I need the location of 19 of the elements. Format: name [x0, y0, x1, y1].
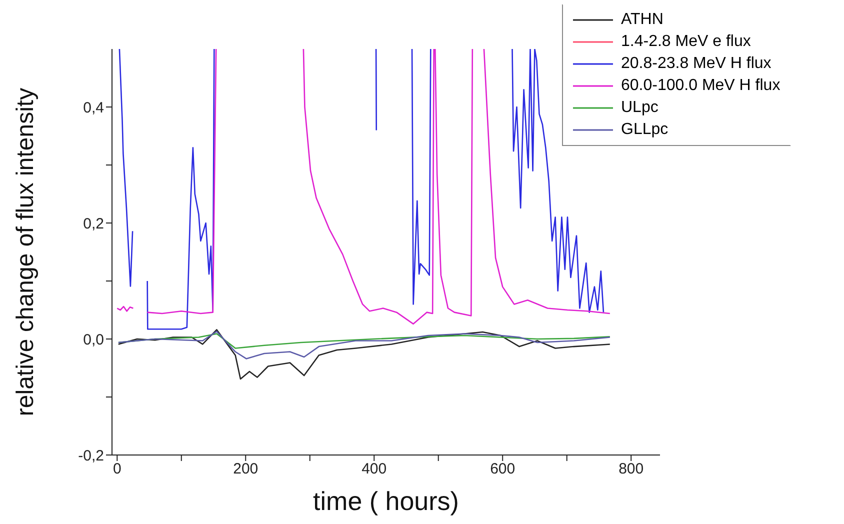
- line-series: [118, 330, 611, 360]
- x-tick-label: 600: [490, 460, 516, 478]
- legend-label: 60.0-100.0 MeV H flux: [621, 76, 780, 96]
- x-tick-label: 800: [618, 460, 644, 478]
- x-tick-label: 0: [112, 460, 122, 478]
- legend-label: GLLpc: [621, 120, 668, 140]
- legend-label: 1.4-2.8 MeV e flux: [621, 32, 751, 52]
- legend-label: ULpc: [621, 98, 658, 118]
- line-series: [118, 329, 611, 380]
- legend-label: ATHN: [621, 10, 664, 30]
- y-tick-label: -0,2: [78, 447, 104, 464]
- y-tick-label: 0,2: [83, 215, 104, 232]
- x-tick-label: 400: [362, 460, 387, 478]
- legend-label: 20.8-23.8 MeV H flux: [621, 54, 772, 74]
- y-axis-title: relative change of flux intensity: [12, 88, 40, 416]
- y-tick-label: 0,4: [83, 99, 104, 116]
- x-axis-title: time ( hours): [312, 486, 460, 517]
- y-tick-label: 0,0: [83, 331, 104, 348]
- x-tick-label: 200: [233, 460, 258, 478]
